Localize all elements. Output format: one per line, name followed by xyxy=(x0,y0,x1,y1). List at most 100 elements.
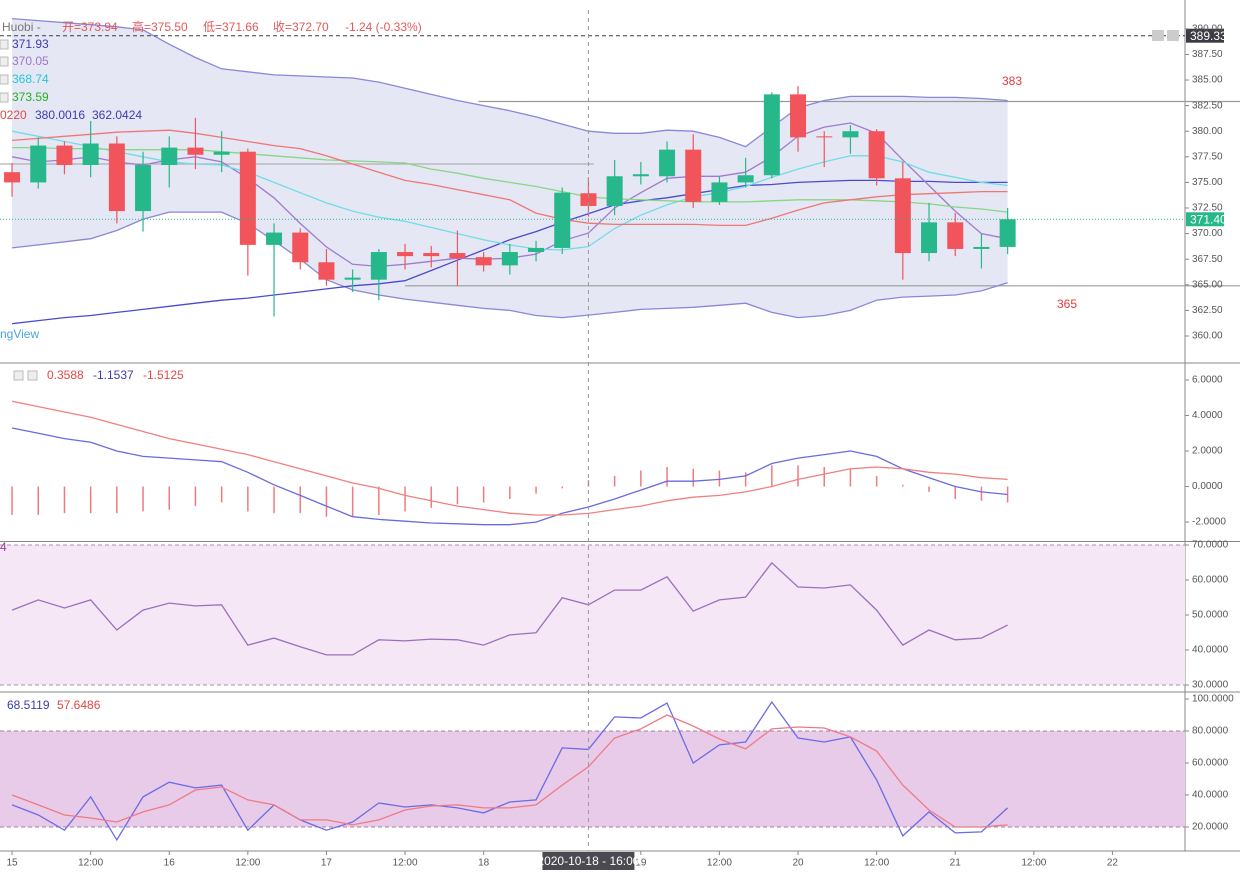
legend-value: 57.6486 xyxy=(57,698,101,712)
candle-body xyxy=(161,147,178,166)
annotation: 383 xyxy=(1002,74,1022,88)
y-tick-label: 377.50 xyxy=(1192,151,1223,162)
x-tick-label: 17 xyxy=(321,858,333,869)
legend-value: 0220 xyxy=(0,108,27,122)
y-tick-label: 80.0000 xyxy=(1192,726,1229,737)
candle-body xyxy=(423,253,440,257)
legend-value: -1.1537 xyxy=(93,368,134,382)
legend-value: 68.5119 xyxy=(7,698,50,712)
legend-box xyxy=(27,370,38,381)
price-badge-label: 389.33 xyxy=(1190,29,1227,43)
y-tick-label: 4.0000 xyxy=(1192,410,1223,421)
x-tick-label: 19 xyxy=(635,858,647,869)
candle-body xyxy=(135,165,152,212)
y-tick-label: 70.0000 xyxy=(1192,540,1229,551)
plot xyxy=(0,17,1240,842)
y-tick-label: 372.50 xyxy=(1192,203,1223,214)
y-tick-label: 375.00 xyxy=(1192,177,1223,188)
symbol: Huobi - xyxy=(2,20,41,34)
indicator-line xyxy=(11,714,1008,828)
y-tick-label: 60.0000 xyxy=(1192,758,1229,769)
y-tick-label: 30.0000 xyxy=(1192,680,1229,691)
marker-icon xyxy=(1167,30,1179,41)
moving-average xyxy=(12,146,1008,213)
legend-value: 368.74 xyxy=(12,72,49,86)
y-tick-label: 360.00 xyxy=(1192,331,1223,342)
candle-body xyxy=(370,252,387,280)
y-tick-label: 380.00 xyxy=(1192,126,1223,137)
x-tick-label: 12:00 xyxy=(393,858,418,869)
candle-body xyxy=(397,252,414,257)
indicator-line xyxy=(11,561,1008,656)
candle-body xyxy=(56,145,73,166)
price-badge xyxy=(1186,28,1224,43)
candle-body xyxy=(30,145,47,183)
candle-body xyxy=(606,176,623,206)
ohlc: 高=375.50 xyxy=(132,19,188,34)
indicator-line xyxy=(11,400,1008,516)
legend-boxes xyxy=(0,39,38,381)
y-tick-label: 0.0000 xyxy=(1192,481,1223,492)
price-badge-label: 371.40 xyxy=(1190,212,1227,226)
candle-body xyxy=(790,94,807,138)
candle-body xyxy=(763,94,780,176)
candle-body xyxy=(108,143,125,212)
candle-body xyxy=(999,219,1016,247)
candle-body xyxy=(501,252,518,266)
legend-value: 0.3588 xyxy=(47,368,84,382)
candle-body xyxy=(554,192,571,248)
band-fill xyxy=(0,544,1185,685)
candle-body xyxy=(842,131,859,138)
legend-value: 380.0016 xyxy=(35,108,85,122)
candle-body xyxy=(894,178,911,254)
candle-body xyxy=(239,151,256,245)
candle-body xyxy=(632,174,649,177)
candle-body xyxy=(580,193,597,206)
band-fill xyxy=(12,18,1008,318)
y-tick-label: 387.50 xyxy=(1192,49,1223,60)
y-tick-label: 40.0000 xyxy=(1192,790,1229,801)
candle-body xyxy=(816,136,833,138)
y-tick-label: 50.0000 xyxy=(1192,610,1229,621)
x-tick-label: 16 xyxy=(164,858,176,869)
candle-body xyxy=(475,257,492,266)
y-tick-label: 362.50 xyxy=(1192,305,1223,316)
legend-box xyxy=(0,92,9,103)
legend-box xyxy=(13,370,24,381)
candle-body xyxy=(318,262,335,280)
legend-box xyxy=(0,39,9,50)
x-tick-label: 21 xyxy=(950,858,962,869)
legend-value: 373.59 xyxy=(12,90,49,104)
x-tick-label: 12:00 xyxy=(1021,858,1046,869)
band-upper xyxy=(12,17,1008,148)
legend-value: 371.93 xyxy=(12,37,49,51)
y-tick-label: 20.0000 xyxy=(1192,822,1229,833)
y-tick-label: 385.00 xyxy=(1192,75,1223,86)
x-tick-label: 18 xyxy=(478,858,490,869)
candle-body xyxy=(187,147,204,155)
y-tick-label: 2.0000 xyxy=(1192,446,1223,457)
moving-average xyxy=(12,129,1008,227)
indicator-line xyxy=(11,427,1008,526)
x-tick-label: 12:00 xyxy=(864,858,889,869)
x-tick-label: 15 xyxy=(6,858,18,869)
ohlc: 收=372.70 xyxy=(273,20,329,34)
ohlc: 低=371.66 xyxy=(203,20,259,34)
legend-box xyxy=(0,56,9,67)
x-tick-label: 12:00 xyxy=(235,858,260,869)
candle-body xyxy=(685,149,702,202)
candle-body xyxy=(868,131,885,179)
x-tick-label: 20 xyxy=(792,858,804,869)
legend-value: 4 xyxy=(0,540,7,554)
y-tick-label: 40.0000 xyxy=(1192,645,1229,656)
band-lower xyxy=(12,211,1008,319)
candle-body xyxy=(528,247,545,253)
watermark: ngView xyxy=(0,327,39,341)
y-tick-label: 370.00 xyxy=(1192,228,1223,239)
candle-body xyxy=(266,232,283,245)
candle-body xyxy=(449,253,466,259)
x-tick-label: 22 xyxy=(1107,858,1119,869)
ohlc: 开=373.94 xyxy=(62,20,118,34)
marker-icon xyxy=(1152,30,1164,41)
